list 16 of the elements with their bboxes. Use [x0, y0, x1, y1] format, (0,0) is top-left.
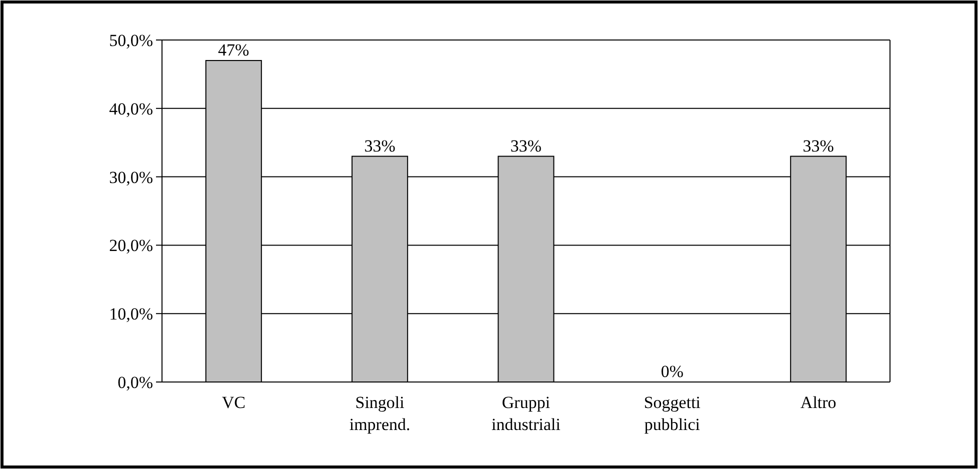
y-tick-label: 40,0% [109, 99, 153, 118]
y-tick-label: 50,0% [109, 30, 153, 50]
data-label: 47% [218, 40, 250, 60]
data-label: 33% [802, 136, 834, 156]
x-tick-label: Altro [800, 393, 836, 412]
y-tick-label: 30,0% [109, 168, 153, 187]
y-tick-label: 0,0% [118, 372, 153, 392]
data-label: 33% [510, 136, 542, 156]
x-tick-label: Singoli imprend. [349, 393, 410, 434]
y-tick-label: 10,0% [109, 304, 153, 324]
x-tick-label: VC [222, 393, 246, 412]
data-label: 0% [660, 362, 684, 381]
x-tick-label: Gruppi industriali [492, 393, 561, 434]
x-tick-label: Soggetti pubblici [644, 393, 701, 434]
data-label: 33% [364, 136, 396, 156]
y-tick-label: 20,0% [109, 236, 153, 256]
